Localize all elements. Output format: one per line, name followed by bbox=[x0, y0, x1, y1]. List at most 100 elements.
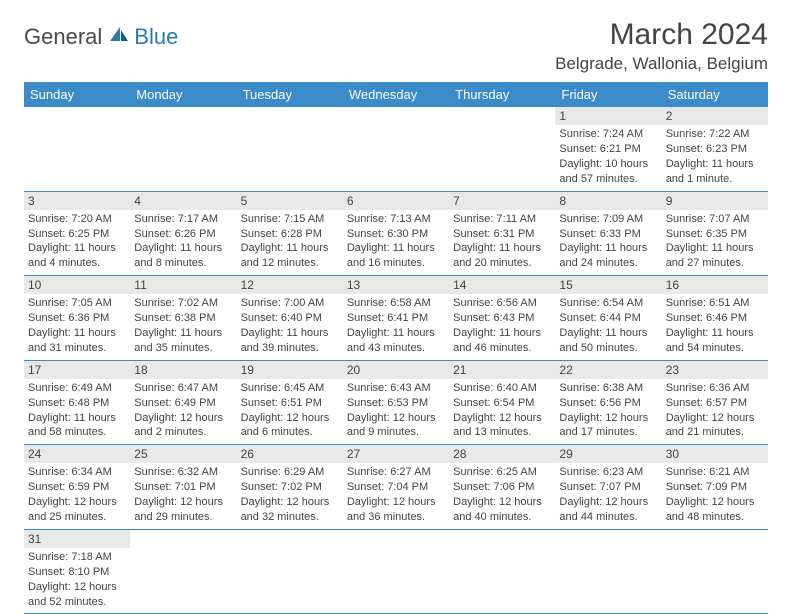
empty-cell bbox=[130, 529, 236, 614]
sunset-text: Sunset: 8:10 PM bbox=[28, 565, 126, 580]
sunrise-text: Sunrise: 6:29 AM bbox=[241, 465, 339, 480]
daylight1-text: Daylight: 11 hours bbox=[347, 241, 445, 256]
calendar-week: 3Sunrise: 7:20 AMSunset: 6:25 PMDaylight… bbox=[24, 191, 768, 276]
sunrise-text: Sunrise: 6:47 AM bbox=[134, 381, 232, 396]
daylight1-text: Daylight: 12 hours bbox=[559, 495, 657, 510]
daylight2-text: and 21 minutes. bbox=[666, 425, 764, 440]
sunrise-text: Sunrise: 7:02 AM bbox=[134, 296, 232, 311]
daylight2-text: and 17 minutes. bbox=[559, 425, 657, 440]
daylight1-text: Daylight: 12 hours bbox=[28, 495, 126, 510]
day-number: 13 bbox=[343, 276, 449, 294]
daylight1-text: Daylight: 11 hours bbox=[28, 241, 126, 256]
day-number: 21 bbox=[449, 361, 555, 379]
day-cell: 12Sunrise: 7:00 AMSunset: 6:40 PMDayligh… bbox=[237, 276, 343, 361]
day-number: 5 bbox=[237, 192, 343, 210]
daylight1-text: Daylight: 11 hours bbox=[241, 241, 339, 256]
calendar-week: 1Sunrise: 7:24 AMSunset: 6:21 PMDaylight… bbox=[24, 107, 768, 191]
day-cell: 1Sunrise: 7:24 AMSunset: 6:21 PMDaylight… bbox=[555, 107, 661, 191]
sunset-text: Sunset: 7:07 PM bbox=[559, 480, 657, 495]
sunrise-text: Sunrise: 6:49 AM bbox=[28, 381, 126, 396]
sunrise-text: Sunrise: 6:56 AM bbox=[453, 296, 551, 311]
day-cell: 21Sunrise: 6:40 AMSunset: 6:54 PMDayligh… bbox=[449, 360, 555, 445]
daylight1-text: Daylight: 11 hours bbox=[666, 241, 764, 256]
day-number: 16 bbox=[662, 276, 768, 294]
daylight2-text: and 25 minutes. bbox=[28, 510, 126, 525]
day-number: 26 bbox=[237, 445, 343, 463]
empty-cell bbox=[130, 107, 236, 191]
sunset-text: Sunset: 7:06 PM bbox=[453, 480, 551, 495]
daylight1-text: Daylight: 11 hours bbox=[453, 241, 551, 256]
day-number: 29 bbox=[555, 445, 661, 463]
daylight2-text: and 12 minutes. bbox=[241, 256, 339, 271]
day-number: 9 bbox=[662, 192, 768, 210]
sunrise-text: Sunrise: 6:54 AM bbox=[559, 296, 657, 311]
day-cell: 2Sunrise: 7:22 AMSunset: 6:23 PMDaylight… bbox=[662, 107, 768, 191]
daylight1-text: Daylight: 12 hours bbox=[241, 411, 339, 426]
calendar-week: 31Sunrise: 7:18 AMSunset: 8:10 PMDayligh… bbox=[24, 529, 768, 614]
sunrise-text: Sunrise: 7:11 AM bbox=[453, 212, 551, 227]
daylight2-text: and 52 minutes. bbox=[28, 595, 126, 610]
sunrise-text: Sunrise: 6:21 AM bbox=[666, 465, 764, 480]
daylight1-text: Daylight: 12 hours bbox=[134, 411, 232, 426]
day-number: 10 bbox=[24, 276, 130, 294]
daylight1-text: Daylight: 12 hours bbox=[666, 495, 764, 510]
day-number: 22 bbox=[555, 361, 661, 379]
daylight2-text: and 54 minutes. bbox=[666, 341, 764, 356]
day-number: 12 bbox=[237, 276, 343, 294]
sunset-text: Sunset: 6:44 PM bbox=[559, 311, 657, 326]
calendar-week: 24Sunrise: 6:34 AMSunset: 6:59 PMDayligh… bbox=[24, 445, 768, 530]
day-cell: 13Sunrise: 6:58 AMSunset: 6:41 PMDayligh… bbox=[343, 276, 449, 361]
sunset-text: Sunset: 7:02 PM bbox=[241, 480, 339, 495]
daylight2-text: and 36 minutes. bbox=[347, 510, 445, 525]
sunset-text: Sunset: 6:57 PM bbox=[666, 396, 764, 411]
day-header: Saturday bbox=[662, 82, 768, 107]
day-header: Sunday bbox=[24, 82, 130, 107]
day-cell: 8Sunrise: 7:09 AMSunset: 6:33 PMDaylight… bbox=[555, 191, 661, 276]
sunset-text: Sunset: 6:43 PM bbox=[453, 311, 551, 326]
day-cell: 18Sunrise: 6:47 AMSunset: 6:49 PMDayligh… bbox=[130, 360, 236, 445]
logo-text-accent: Blue bbox=[134, 24, 178, 50]
day-cell: 29 Sunrise: 6:23 AMSunset: 7:07 PMDayligh… bbox=[555, 445, 661, 530]
sunset-text: Sunset: 7:09 PM bbox=[666, 480, 764, 495]
day-header-row: SundayMondayTuesdayWednesdayThursdayFrid… bbox=[24, 82, 768, 107]
daylight2-text: and 57 minutes. bbox=[559, 172, 657, 187]
day-number: 18 bbox=[130, 361, 236, 379]
day-cell: 17Sunrise: 6:49 AMSunset: 6:48 PMDayligh… bbox=[24, 360, 130, 445]
sunrise-text: Sunrise: 6:32 AM bbox=[134, 465, 232, 480]
logo: General Blue bbox=[24, 24, 178, 50]
sunrise-text: Sunrise: 7:15 AM bbox=[241, 212, 339, 227]
daylight2-text: and 20 minutes. bbox=[453, 256, 551, 271]
empty-cell bbox=[237, 107, 343, 191]
day-cell: 28Sunrise: 6:25 AMSunset: 7:06 PMDayligh… bbox=[449, 445, 555, 530]
sunset-text: Sunset: 6:26 PM bbox=[134, 227, 232, 242]
day-number: 15 bbox=[555, 276, 661, 294]
title-block: March 2024 Belgrade, Wallonia, Belgium bbox=[555, 18, 768, 74]
daylight1-text: Daylight: 11 hours bbox=[559, 241, 657, 256]
day-header: Thursday bbox=[449, 82, 555, 107]
calendar-week: 10Sunrise: 7:05 AMSunset: 6:36 PMDayligh… bbox=[24, 276, 768, 361]
daylight1-text: Daylight: 11 hours bbox=[666, 326, 764, 341]
calendar-week: 17Sunrise: 6:49 AMSunset: 6:48 PMDayligh… bbox=[24, 360, 768, 445]
empty-cell bbox=[555, 529, 661, 614]
sunrise-text: Sunrise: 7:17 AM bbox=[134, 212, 232, 227]
sunrise-text: Sunrise: 6:23 AM bbox=[559, 465, 657, 480]
sunrise-text: Sunrise: 6:45 AM bbox=[241, 381, 339, 396]
sunset-text: Sunset: 6:28 PM bbox=[241, 227, 339, 242]
daylight2-text: and 35 minutes. bbox=[134, 341, 232, 356]
day-header: Monday bbox=[130, 82, 236, 107]
daylight1-text: Daylight: 12 hours bbox=[347, 495, 445, 510]
sunset-text: Sunset: 6:30 PM bbox=[347, 227, 445, 242]
daylight2-text: and 44 minutes. bbox=[559, 510, 657, 525]
day-cell: 26Sunrise: 6:29 AMSunset: 7:02 PMDayligh… bbox=[237, 445, 343, 530]
sunrise-text: Sunrise: 7:07 AM bbox=[666, 212, 764, 227]
empty-cell bbox=[449, 107, 555, 191]
daylight2-text: and 27 minutes. bbox=[666, 256, 764, 271]
daylight1-text: Daylight: 12 hours bbox=[559, 411, 657, 426]
daylight2-text: and 6 minutes. bbox=[241, 425, 339, 440]
day-number: 1 bbox=[555, 107, 661, 125]
day-number: 2 bbox=[662, 107, 768, 125]
sunrise-text: Sunrise: 6:27 AM bbox=[347, 465, 445, 480]
sunset-text: Sunset: 6:54 PM bbox=[453, 396, 551, 411]
daylight2-text: and 13 minutes. bbox=[453, 425, 551, 440]
daylight1-text: Daylight: 11 hours bbox=[347, 326, 445, 341]
